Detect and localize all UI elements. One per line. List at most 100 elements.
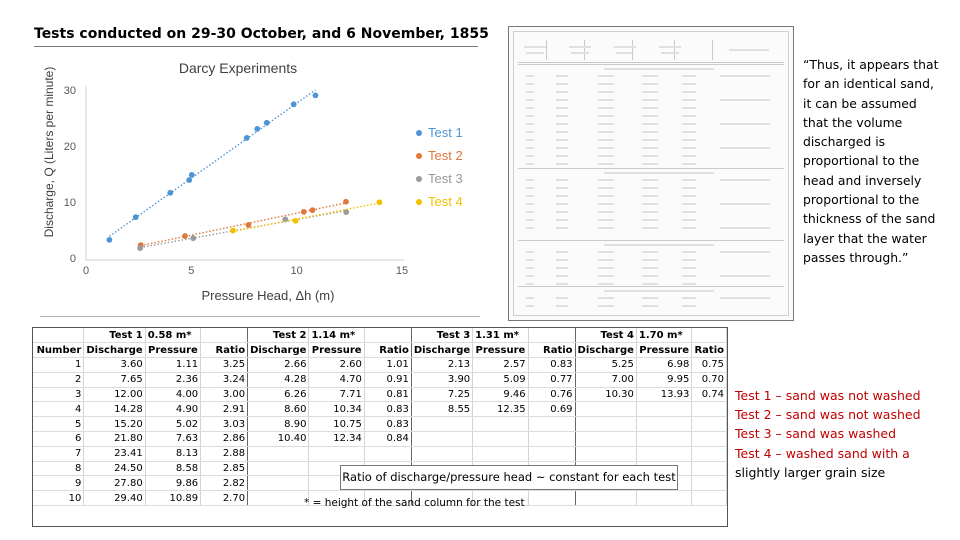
pressure-cell: 13.93	[636, 387, 693, 403]
scan-texture	[642, 115, 658, 117]
scan-texture	[682, 305, 696, 307]
y-tick-label: 10	[63, 197, 76, 209]
y-tick-label: 0	[69, 253, 76, 265]
row-number: 10	[33, 490, 85, 507]
scan-texture	[642, 259, 658, 261]
discharge-cell	[411, 416, 474, 433]
scan-texture	[526, 283, 534, 285]
row-number: 2	[33, 372, 85, 388]
ratio-cell: 3.00	[200, 387, 249, 403]
scan-texture	[598, 305, 614, 307]
data-point-test-3	[190, 235, 197, 242]
slide-title: Tests conducted on 29-30 October, and 6 …	[34, 26, 489, 42]
pressure-cell: 2.36	[145, 372, 202, 388]
scan-texture	[642, 305, 658, 307]
ratio-cell: 2.91	[200, 401, 249, 418]
ratio-cell	[691, 490, 727, 507]
scan-texture	[682, 131, 696, 133]
scan-texture	[604, 68, 714, 70]
scan-texture	[556, 275, 568, 277]
scan-texture	[556, 115, 568, 117]
legend-marker	[416, 176, 422, 182]
ratio-cell: 2.85	[200, 461, 249, 477]
discharge-cell: 7.25	[411, 387, 474, 403]
scan-texture	[526, 163, 534, 165]
scan-texture	[526, 107, 534, 109]
scan-texture	[682, 179, 696, 181]
table-column-header-row: Number Discharge Pressure Ratio Discharge Pre…	[33, 342, 727, 359]
pressure-cell: 2.57	[472, 357, 529, 373]
discharge-cell: 27.80	[83, 475, 146, 492]
discharge-cell: 10.30	[575, 387, 637, 403]
group-sand-height-test-1: 0.58 m*	[145, 328, 202, 344]
group-label-test-2: Test 2	[247, 328, 310, 344]
pressure-cell	[472, 446, 529, 462]
y-tick-label: 30	[63, 85, 76, 97]
ratio-cell	[691, 461, 727, 477]
scan-texture	[526, 155, 534, 157]
darcy-quote: “Thus, it appears that for an identical …	[803, 57, 939, 265]
scan-texture	[598, 195, 614, 197]
scan-texture	[720, 297, 770, 299]
discharge-cell: 15.20	[83, 416, 146, 433]
trendline-4	[232, 202, 380, 233]
scan-texture	[518, 62, 784, 63]
ratio-cell: 3.03	[200, 416, 249, 433]
scan-texture	[598, 139, 614, 141]
column-header-number: Number	[33, 342, 85, 359]
scan-texture	[682, 195, 696, 197]
pressure-cell	[636, 446, 693, 462]
scan-texture	[682, 283, 696, 285]
pressure-cell: 8.13	[145, 446, 202, 462]
scan-texture	[729, 49, 769, 51]
scan-texture	[598, 211, 614, 213]
scan-texture	[526, 123, 534, 125]
discharge-cell: 8.55	[411, 401, 474, 418]
scan-texture	[526, 83, 534, 85]
scan-texture	[598, 267, 614, 269]
x-tick-label: 5	[188, 265, 195, 277]
scan-texture	[682, 297, 696, 299]
header-spacer	[200, 328, 249, 344]
chart-divider	[40, 316, 480, 317]
pressure-cell: 12.35	[472, 401, 529, 418]
column-header-discharge: Discharge	[575, 342, 637, 359]
scan-texture	[598, 275, 614, 277]
scan-texture	[556, 195, 568, 197]
ratio-cell	[528, 431, 576, 447]
ratio-cell: 3.24	[200, 372, 249, 388]
scan-texture	[556, 123, 568, 125]
pressure-cell: 7.71	[308, 387, 365, 403]
scan-texture	[598, 155, 614, 157]
table-row: 1 3.60 1.11 3.25 2.66 2.60 1.01 2.13 2.57 0.83 5.2…	[33, 357, 727, 373]
data-point-test-3	[343, 209, 350, 216]
data-point-test-1	[188, 171, 195, 178]
table-row: 5 15.20 5.02 3.03 8.90 10.75 0.83	[33, 416, 727, 433]
legend-label: Test 4	[428, 194, 463, 209]
title-divider	[34, 46, 478, 47]
pressure-cell: 10.34	[308, 401, 365, 418]
scan-texture	[642, 147, 658, 149]
scan-texture	[642, 139, 658, 141]
column-header-pressure: Pressure	[145, 342, 202, 359]
data-point-test-4	[376, 199, 383, 206]
scan-texture	[598, 179, 614, 181]
scan-texture	[720, 99, 770, 101]
data-table: Test 1 0.58 m* Test 2 1.14 m* Test 3 1.31 m* T…	[32, 327, 728, 527]
scan-texture	[526, 179, 534, 181]
scan-texture	[556, 219, 568, 221]
scan-texture	[712, 40, 713, 60]
table-group-header-row: Test 1 0.58 m* Test 2 1.14 m* Test 3 1.31 m* T…	[33, 328, 727, 344]
ratio-cell	[364, 446, 412, 462]
scan-texture	[526, 195, 534, 197]
pressure-cell	[636, 401, 693, 418]
scan-texture	[556, 203, 568, 205]
pressure-cell: 2.60	[308, 357, 365, 373]
ratio-cell: 2.70	[200, 490, 249, 507]
ratio-cell: 0.83	[364, 416, 412, 433]
scan-texture	[556, 131, 568, 133]
scan-texture	[556, 163, 568, 165]
scan-texture	[556, 107, 568, 109]
x-tick-label: 10	[290, 265, 303, 277]
group-label-test-3: Test 3	[411, 328, 474, 344]
